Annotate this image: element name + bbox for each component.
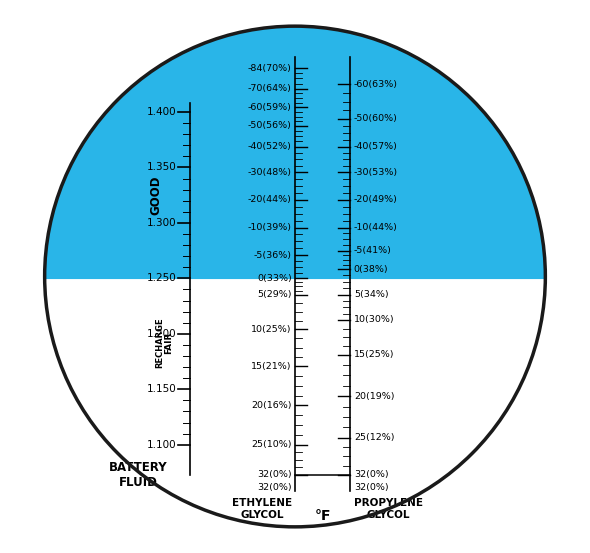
Text: GOOD: GOOD — [150, 175, 163, 215]
Text: 15(21%): 15(21%) — [251, 362, 291, 371]
Text: -20(44%): -20(44%) — [248, 195, 291, 204]
Text: -40(52%): -40(52%) — [248, 142, 291, 151]
Text: -60(63%): -60(63%) — [354, 80, 398, 88]
Text: 25(12%): 25(12%) — [354, 434, 394, 442]
Text: -50(56%): -50(56%) — [248, 121, 291, 131]
Text: -30(53%): -30(53%) — [354, 168, 398, 176]
Circle shape — [45, 26, 545, 527]
Text: 20(16%): 20(16%) — [251, 401, 291, 410]
Text: 1.300: 1.300 — [146, 218, 176, 228]
Text: -60(59%): -60(59%) — [248, 103, 291, 112]
Text: -10(44%): -10(44%) — [354, 223, 398, 232]
Text: -10(39%): -10(39%) — [248, 223, 291, 232]
Text: 32(0%): 32(0%) — [354, 483, 388, 492]
Text: FAIR: FAIR — [164, 332, 173, 354]
Text: 1.200: 1.200 — [146, 329, 176, 339]
Text: 10(30%): 10(30%) — [354, 315, 395, 325]
Text: 25(10%): 25(10%) — [251, 440, 291, 449]
Text: -50(60%): -50(60%) — [354, 114, 398, 123]
Text: -5(41%): -5(41%) — [354, 246, 392, 255]
Text: -40(57%): -40(57%) — [354, 142, 398, 151]
Text: -5(36%): -5(36%) — [254, 251, 291, 260]
Text: PROPYLENE
GLYCOL: PROPYLENE GLYCOL — [354, 498, 423, 519]
Text: 32(0%): 32(0%) — [258, 483, 292, 492]
Polygon shape — [45, 26, 545, 278]
Text: -30(48%): -30(48%) — [248, 168, 291, 176]
Text: -84(70%): -84(70%) — [248, 64, 291, 72]
Text: 0(33%): 0(33%) — [257, 274, 291, 283]
Text: 32(0%): 32(0%) — [354, 470, 388, 479]
Text: 0(38%): 0(38%) — [354, 265, 388, 274]
Text: 5(29%): 5(29%) — [257, 290, 291, 299]
Text: -70(64%): -70(64%) — [248, 85, 291, 93]
Text: 32(0%): 32(0%) — [257, 470, 291, 479]
Text: 20(19%): 20(19%) — [354, 392, 394, 401]
Text: 5(34%): 5(34%) — [354, 290, 388, 299]
Text: 10(25%): 10(25%) — [251, 325, 291, 333]
Text: ETHYLENE
GLYCOL: ETHYLENE GLYCOL — [232, 498, 292, 519]
Text: 1.100: 1.100 — [146, 440, 176, 450]
Text: RECHARGE: RECHARGE — [156, 318, 165, 368]
Text: -20(49%): -20(49%) — [354, 195, 398, 204]
Text: 1.400: 1.400 — [146, 107, 176, 117]
Text: 1.250: 1.250 — [146, 273, 176, 283]
Text: °F: °F — [314, 509, 331, 524]
Text: 15(25%): 15(25%) — [354, 350, 394, 359]
Text: 1.150: 1.150 — [146, 384, 176, 394]
Text: 1.350: 1.350 — [146, 163, 176, 173]
Text: BATTERY
FLUID: BATTERY FLUID — [109, 461, 168, 489]
